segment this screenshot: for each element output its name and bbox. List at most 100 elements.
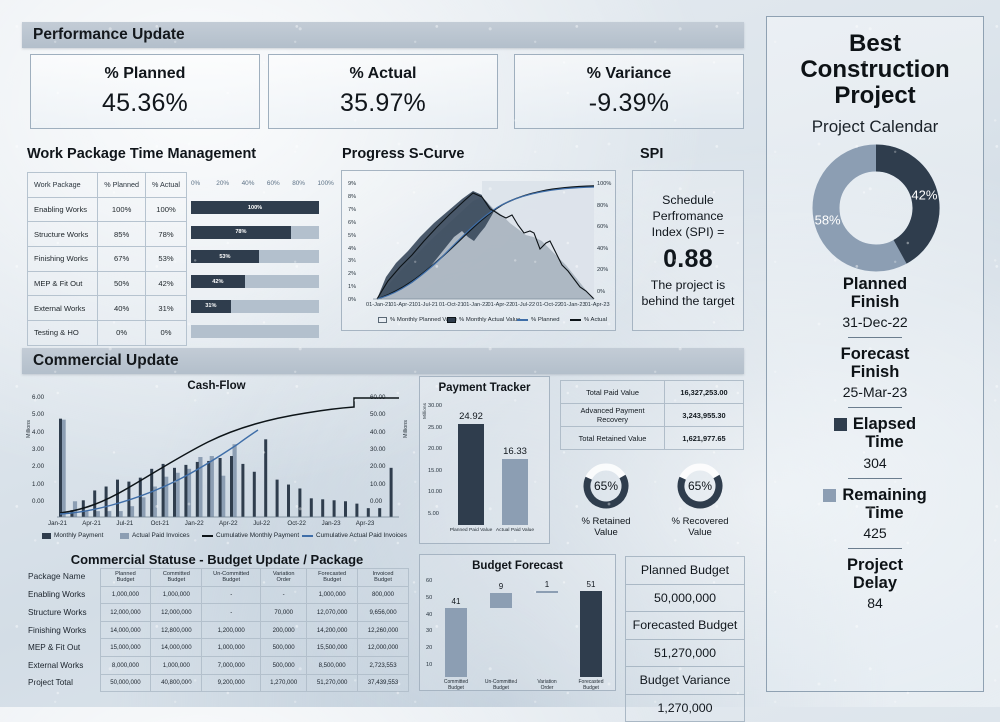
- project-stat-label: Remaining Time: [767, 486, 983, 522]
- budget-cell: 1,270,000: [260, 673, 308, 693]
- project-stat-label: Planned Finish: [842, 274, 908, 311]
- axis-tick: 60: [426, 578, 433, 584]
- column-header: Committed Budget: [150, 568, 203, 587]
- axis-tick: 01-Apr-23: [584, 302, 610, 308]
- gauge-group: 65% % Retained Value 65% % Recovered Value: [560, 462, 745, 547]
- bar-value-label: 24.92: [459, 410, 483, 422]
- wp-planned: 85%: [97, 221, 147, 248]
- wp-actual: 100%: [145, 196, 187, 223]
- bar-monthly-payment: [275, 479, 279, 517]
- spi-note2: behind the target: [641, 294, 735, 309]
- section-header-performance-label: Performance Update: [33, 26, 185, 43]
- bar-value-label: 9: [498, 581, 504, 591]
- table-row: Structure Works 85% 78%: [26, 221, 187, 248]
- monthly-actual-outline: [376, 192, 595, 300]
- axis-tick: 15.00: [428, 467, 442, 474]
- project-stat-item: Project Delay 84: [767, 556, 983, 611]
- axis-tick: 1.00: [32, 480, 45, 488]
- bar-monthly-payment: [218, 458, 222, 517]
- table-row: Forecasted Budget: [625, 611, 745, 640]
- axis-tick: 10.00: [428, 489, 442, 495]
- axis-tick: 01-Oct-22: [536, 302, 561, 308]
- bar-monthly-payment: [332, 500, 336, 517]
- budget-cell: -: [260, 585, 308, 605]
- package-name: MEP & Fit Out: [24, 638, 101, 657]
- axis-tick: 40%: [241, 180, 255, 187]
- budget-cell: 12,000,000: [357, 638, 409, 657]
- scurve-title: Progress S-Curve: [342, 146, 465, 162]
- bar-fill: 78%: [191, 225, 291, 239]
- legend-label: % Monthly Actual Value: [459, 317, 521, 323]
- wp-name: Testing & HO: [26, 320, 99, 346]
- bar-fill: 100%: [191, 201, 319, 214]
- axis-tick: 2%: [348, 271, 357, 278]
- axis-tick: Jul-22: [253, 520, 271, 527]
- budget-cell: 70,000: [260, 603, 308, 622]
- budget-cell: 1,000,000: [306, 585, 359, 605]
- legend-swatch: [570, 319, 581, 321]
- bar-track: 100%: [191, 201, 319, 214]
- wp-actual: 31%: [145, 295, 187, 322]
- budget-cell: 9,200,000: [201, 673, 262, 693]
- project-name-line1: Best: [848, 30, 902, 57]
- package-name: External Works: [24, 656, 101, 675]
- package-name: Project Total: [24, 674, 101, 692]
- bar-category-label: Committed Budget: [443, 679, 469, 692]
- cashflow-svg: [57, 397, 399, 518]
- bar-actual-paid-invoices: [141, 497, 146, 517]
- budget-forecast-title: Budget Forecast: [472, 560, 563, 572]
- project-stat-item: Planned Finish 31-Dec-22: [767, 275, 983, 330]
- section-header-performance: Performance Update: [22, 22, 744, 48]
- budget-label: Forecasted Budget: [625, 611, 745, 640]
- table-row: Finishing Works 67% 53%: [26, 246, 187, 272]
- bar-monthly-payment: [309, 498, 313, 517]
- spi-card: Schedule Perfromance Index (SPI) = 0.88 …: [632, 170, 744, 331]
- axis-tick: 01-Jul-22: [511, 302, 536, 308]
- budget-cell: 15,000,000: [99, 638, 152, 657]
- bar-category-label: Un-Committed Budget: [484, 679, 518, 692]
- kpi-title: % Variance: [586, 65, 672, 82]
- axis-tick: 50.00: [370, 411, 386, 419]
- table-row: Project Total 50,000,000 40,800,000 9,200,0…: [24, 673, 409, 693]
- axis-tick: 01-Jan-21: [366, 302, 392, 308]
- cumulative-monthly-payment-line: [59, 397, 399, 514]
- axis-tick: 30.00: [370, 445, 386, 453]
- budget-cell: 51,270,000: [306, 673, 359, 693]
- table-row: Advanced Payment Recovery 3,243,955.30: [560, 403, 744, 427]
- axis-tick: 3%: [348, 258, 357, 265]
- waterfall-bar: [490, 592, 512, 608]
- bar-actual-paid-invoices: [61, 419, 66, 517]
- divider: [848, 547, 902, 549]
- project-calendar-donut: 42% 58%: [767, 143, 985, 273]
- bar-track: 53%: [191, 250, 319, 264]
- project-stats-list: Planned Finish 31-Dec-22 Forecast Finish 25-M…: [767, 275, 983, 611]
- budget-cell: 2,723,553: [357, 655, 409, 675]
- work-package-table: Work Package % Planned % Actual Enabling…: [26, 172, 187, 346]
- table-row: Finishing Works 14,000,000 12,800,000 1,200…: [24, 620, 409, 640]
- axis-tick: Jan-21: [48, 520, 67, 527]
- column-header: Package Name: [24, 568, 101, 587]
- spi-line3: Index (SPI) =: [651, 225, 725, 240]
- gauge-label: % Retained Value: [581, 516, 631, 539]
- bar-actual-paid-invoices: [209, 456, 214, 517]
- axis-tick: Apr-21: [82, 520, 101, 527]
- bar-monthly-payment: [59, 418, 62, 517]
- column-header: Un-Committed Budget: [201, 568, 262, 587]
- axis-tick: 10: [426, 662, 433, 668]
- budget-cell: 14,000,000: [99, 620, 152, 640]
- project-stat-item: Elapsed Time 304: [767, 415, 983, 471]
- axis-tick: 01-Apr-21: [390, 302, 416, 308]
- col-work-package: Work Package: [26, 172, 99, 198]
- legend-label: Monthly Payment: [54, 532, 104, 539]
- axis-tick: 5.00: [428, 510, 439, 517]
- axis-tick: 0.00: [370, 497, 383, 505]
- bar-monthly-payment: [355, 503, 359, 517]
- budget-cell: 8,000,000: [99, 655, 152, 675]
- budget-table-title: Commercial Statuse - Budget Update / Pac…: [70, 552, 364, 567]
- bar-monthly-payment: [389, 467, 393, 517]
- budget-cell: 12,800,000: [150, 620, 203, 640]
- axis-tick: 01-Oct-21: [438, 302, 464, 308]
- bar-actual-paid-invoices: [95, 511, 100, 517]
- budget-cell: 12,260,000: [357, 620, 409, 640]
- table-row: Enabling Works 1,000,000 1,000,000- -1,000,…: [24, 585, 409, 605]
